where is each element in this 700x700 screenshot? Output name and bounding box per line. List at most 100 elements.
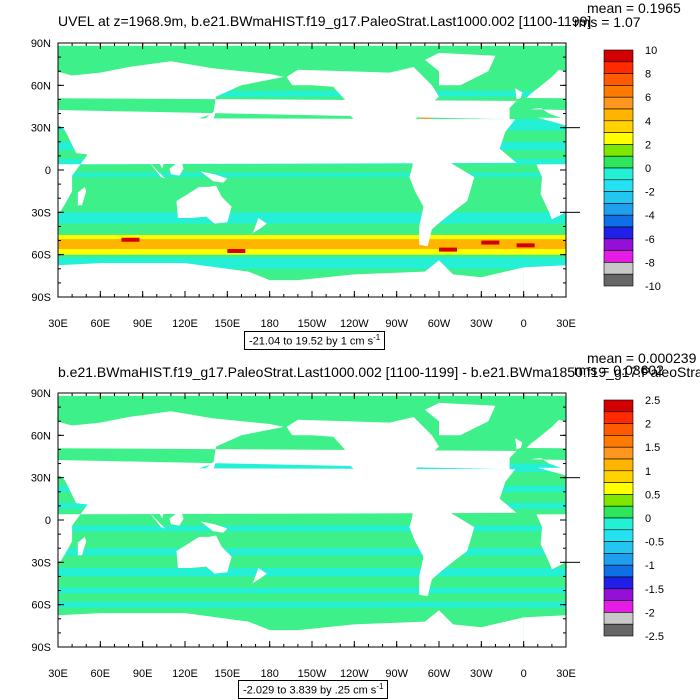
land-new-zealand [249, 218, 267, 235]
colorbar-box [603, 191, 634, 204]
x-tick-label: 60E [91, 318, 111, 330]
colorbar-box [603, 61, 634, 74]
colorbar-box [603, 73, 634, 86]
contour-range-box: -2.029 to 3.839 by .25 cm s-1 [238, 680, 389, 699]
land-eurasia [0, 61, 9, 168]
difference-map-plot: 30E 60E 90E 120E 150E 180 150W 120W 90W 60W 30W 0 30… [7, 388, 692, 680]
colorbar-label: -2.5 [645, 631, 664, 643]
colorbar-label: -1.5 [645, 584, 664, 596]
y-tick-label: 30S [31, 207, 51, 219]
colorbar-label: -4 [645, 210, 655, 222]
acc-jet [121, 237, 140, 242]
ocean-field [58, 45, 566, 295]
colorbar-box [603, 494, 634, 507]
x-tick-label: 90E [133, 668, 153, 680]
land-antarctica [0, 260, 16, 297]
colorbar-box [603, 238, 634, 251]
land-japan [199, 460, 216, 477]
land-africa [536, 117, 566, 220]
acc-jet [439, 247, 457, 252]
acc-jet [516, 243, 535, 248]
land-sumatra [658, 513, 674, 529]
land-australia [176, 535, 232, 574]
colorbar-label: 2.5 [645, 395, 660, 407]
acc-jet [481, 240, 500, 245]
landmasses [0, 52, 692, 297]
x-tick-label: 0 [521, 668, 527, 680]
land-madagascar [77, 186, 87, 206]
land-uk [7, 88, 14, 99]
colorbar-box [603, 167, 634, 181]
colorbar-box [603, 517, 634, 531]
land-borneo [678, 510, 692, 525]
colorbar-box [603, 155, 634, 169]
land-eurasia [58, 61, 517, 169]
colorbar-label: -2 [645, 607, 655, 619]
y-tick-label: 30N [31, 473, 51, 485]
colorbar-box [603, 458, 634, 472]
land-south-america [409, 505, 475, 597]
colorbar-label: 2 [645, 419, 651, 431]
colorbar-label: 6 [645, 92, 651, 104]
x-tick-label: 180 [260, 668, 278, 680]
colorbar-label: -0.5 [645, 537, 664, 549]
land-australia [176, 185, 232, 224]
mean-label: mean = 0.1965 [587, 0, 681, 16]
colorbar-box [603, 553, 634, 566]
y-tick-label: 60N [31, 430, 51, 442]
colorbar-box [603, 411, 634, 424]
panel-uvel-difference: 30E 60E 90E 120E 150E 180 150W 120W 90W 60W 30W 0 30… [0, 350, 700, 700]
land-antarctica [58, 260, 524, 297]
land-new-guinea [200, 171, 228, 183]
colorbar-box [603, 482, 634, 495]
colorbar-box [603, 600, 634, 613]
land-uk [515, 438, 523, 450]
colorbar-label: 10 [645, 45, 657, 57]
y-tick-label: 30N [31, 123, 51, 135]
land-uk [7, 438, 14, 449]
y-tick-label: 0 [45, 165, 51, 177]
unit-exponent: -1 [373, 333, 381, 342]
contour-range-text: -2.029 to 3.839 by .25 cm s [243, 684, 377, 697]
land-eurasia [58, 411, 517, 519]
x-tick-label: 60W [428, 318, 451, 330]
colorbar-label: 4 [645, 116, 651, 128]
velocity-band [58, 212, 566, 224]
land-africa [536, 467, 566, 570]
land-antarctica [58, 610, 524, 647]
velocity-band [58, 525, 566, 532]
panel-uvel: 30E 60E 90E 120E 150E 180 150W 120W 90W 60W 30W 0 30… [0, 0, 692, 350]
x-tick-label: 120W [340, 668, 369, 680]
colorbar-box [603, 529, 634, 542]
colorbar-box [603, 273, 634, 287]
x-tick-label: 30E [48, 668, 68, 680]
land-borneo [169, 160, 184, 176]
mean-label: mean = 0.000239 [587, 350, 697, 366]
land-greenland [424, 402, 496, 436]
colorbar-box [603, 435, 634, 448]
colorbar-label: -10 [645, 281, 661, 293]
land-borneo [678, 160, 692, 176]
y-tick-label: 30S [31, 557, 51, 569]
colorbar-box [603, 576, 634, 590]
x-tick-label: 30E [48, 318, 68, 330]
x-tick-label: 30E [556, 318, 576, 330]
x-tick-label: 90E [133, 318, 153, 330]
land-eurasia [526, 69, 566, 124]
land-antarctica [523, 265, 566, 297]
colorbar-box [603, 423, 634, 436]
landmasses [7, 402, 692, 647]
colorbar-box [603, 588, 634, 601]
x-tick-label: 30E [556, 668, 576, 680]
colorbar-box [603, 203, 634, 216]
colorbar-label: 8 [645, 69, 651, 81]
rms-label: rms = 0.03602 [574, 362, 664, 378]
colorbar-label: 0 [645, 163, 651, 175]
land-madagascar [586, 537, 594, 555]
y-tick-label: 90N [31, 388, 51, 400]
x-tick-label: 30W [470, 668, 493, 680]
acc-core [58, 239, 566, 250]
land-south-america [409, 155, 475, 247]
contour-range-text: -21.04 to 19.52 by 1 cm s [249, 335, 374, 348]
colorbar-label: 0.5 [645, 489, 660, 501]
